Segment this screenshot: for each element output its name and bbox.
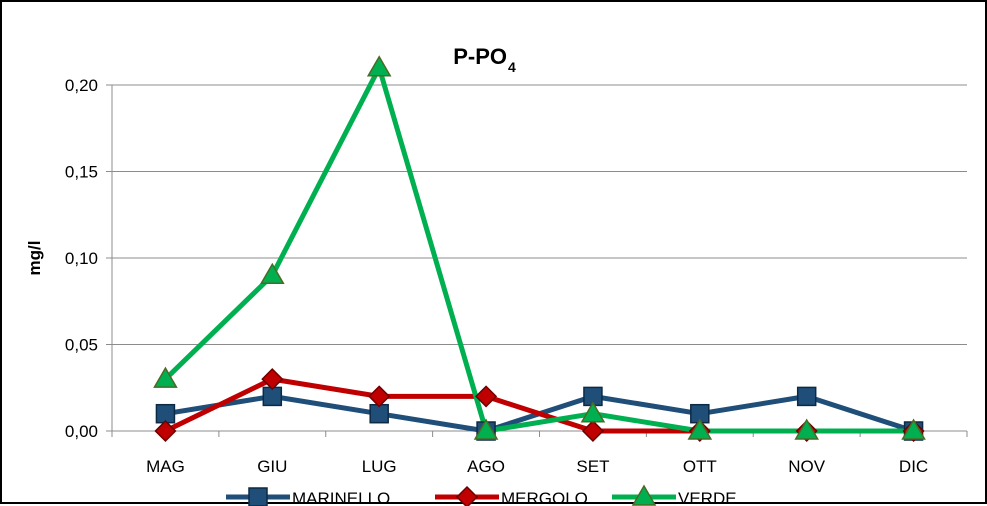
x-tick-label: GIU — [257, 457, 287, 476]
legend-marker-marinello — [248, 487, 268, 506]
y-tick-label: 0,00 — [65, 422, 98, 441]
data-point-verde — [260, 262, 285, 285]
x-tick-label: SET — [576, 457, 609, 476]
series-line-verde — [163, 65, 914, 434]
data-point-mergolo — [154, 419, 177, 443]
data-point-verde — [153, 366, 178, 388]
legend-label-mergolo: MERGOLO — [501, 489, 588, 506]
y-tick-label: 0,20 — [65, 76, 98, 95]
legend-marker-mergolo — [455, 485, 479, 506]
data-point-verde — [366, 55, 392, 77]
x-tick-label: NOV — [788, 457, 826, 476]
x-tick-label: OTT — [683, 457, 717, 476]
legend: MARINELLO MERGOLO VERDE — [226, 484, 737, 506]
legend-label-marinello: MARINELLO — [292, 489, 390, 506]
data-point-mergolo — [368, 385, 391, 408]
data-point-mergolo — [261, 368, 284, 391]
y-tick-label: 0,10 — [65, 249, 98, 268]
y-tick-label: 0,15 — [65, 163, 98, 182]
data-point-verde — [580, 401, 606, 423]
y-tick-label: 0,05 — [65, 336, 98, 355]
data-point-verde — [901, 418, 926, 440]
data-point-verde — [794, 418, 819, 440]
x-tick-label: LUG — [362, 457, 397, 476]
legend-label-verde: VERDE — [678, 489, 737, 506]
data-point-mergolo — [581, 419, 604, 443]
x-tick-label: AGO — [467, 457, 505, 476]
x-tick-label: DIC — [899, 457, 928, 476]
chart-title: P-PO — [453, 44, 507, 69]
chart-title-subscript: 4 — [508, 59, 516, 75]
data-point-verde — [473, 418, 499, 440]
x-tick-label: MAG — [146, 457, 185, 476]
y-axis-label: mg/l — [25, 241, 44, 276]
data-point-marinello — [796, 386, 817, 407]
data-point-mergolo — [475, 385, 498, 408]
data-point-verde — [687, 418, 713, 440]
